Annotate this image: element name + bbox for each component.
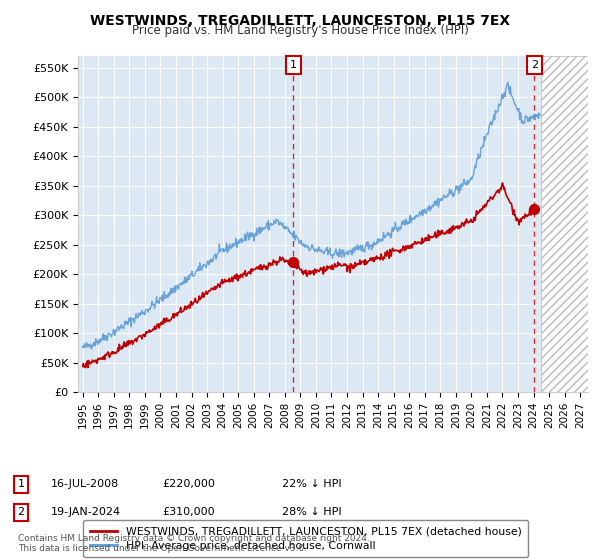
Text: WESTWINDS, TREGADILLETT, LAUNCESTON, PL15 7EX: WESTWINDS, TREGADILLETT, LAUNCESTON, PL1… (90, 14, 510, 28)
Text: Price paid vs. HM Land Registry's House Price Index (HPI): Price paid vs. HM Land Registry's House … (131, 24, 469, 36)
Text: 1: 1 (17, 479, 25, 489)
Text: 22% ↓ HPI: 22% ↓ HPI (282, 479, 341, 489)
Text: 16-JUL-2008: 16-JUL-2008 (51, 479, 119, 489)
Text: 19-JAN-2024: 19-JAN-2024 (51, 507, 121, 517)
Text: 1: 1 (290, 60, 296, 70)
Text: £310,000: £310,000 (162, 507, 215, 517)
Text: 2: 2 (17, 507, 25, 517)
Text: 28% ↓ HPI: 28% ↓ HPI (282, 507, 341, 517)
Point (530, 205, 539, 214)
Text: 2: 2 (531, 60, 538, 70)
Legend: WESTWINDS, TREGADILLETT, LAUNCESTON, PL15 7EX (detached house), HPI: Average pri: WESTWINDS, TREGADILLETT, LAUNCESTON, PL1… (83, 520, 528, 557)
Bar (541, 56, 588, 392)
Point (289, 258, 298, 267)
Text: £220,000: £220,000 (162, 479, 215, 489)
Text: Contains HM Land Registry data © Crown copyright and database right 2024.
This d: Contains HM Land Registry data © Crown c… (18, 534, 370, 553)
